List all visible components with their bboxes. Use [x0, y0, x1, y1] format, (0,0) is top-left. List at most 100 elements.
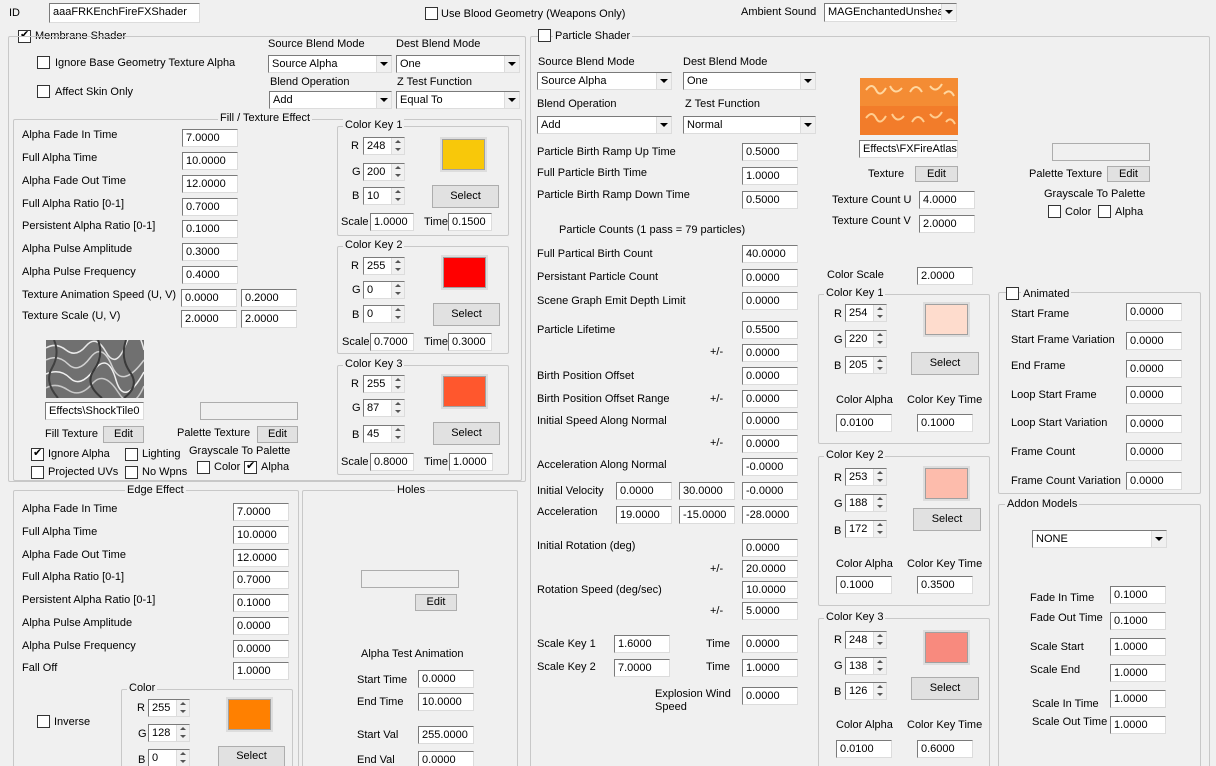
- fill-row-input[interactable]: 0.3000: [182, 243, 238, 261]
- velocity-y-input[interactable]: 30.0000: [679, 482, 735, 500]
- anim-row-input[interactable]: 0.0000: [1126, 332, 1182, 350]
- depth-input[interactable]: 0.0000: [742, 292, 798, 310]
- m-key2-b-stepper[interactable]: 0: [363, 305, 405, 323]
- p-key1-g-stepper[interactable]: 220: [845, 330, 887, 348]
- init-rotation-var-input[interactable]: 20.0000: [742, 560, 798, 578]
- p-ztest-select[interactable]: Normal: [683, 116, 816, 134]
- m-src-blend-select[interactable]: Source Alpha: [268, 55, 392, 73]
- edge-row-input[interactable]: 0.0000: [233, 640, 289, 658]
- p-key2-time-input[interactable]: 0.3500: [917, 576, 973, 594]
- m-key2-r-stepper[interactable]: 255: [363, 257, 405, 275]
- p-key3-g-stepper[interactable]: 138: [845, 657, 887, 675]
- m-key3-b-stepper[interactable]: 45: [363, 425, 405, 443]
- anim-row-input[interactable]: 0.0000: [1126, 472, 1182, 490]
- particle-shader-checkbox[interactable]: [538, 29, 551, 42]
- anim-row-input[interactable]: 0.0000: [1126, 386, 1182, 404]
- birth-range-input[interactable]: 0.0000: [742, 390, 798, 408]
- accel-normal-input[interactable]: -0.0000: [742, 458, 798, 476]
- m-key3-swatch[interactable]: [441, 374, 488, 409]
- m-ztest-select[interactable]: Equal To: [396, 91, 520, 109]
- m-key3-g-stepper[interactable]: 87: [363, 399, 405, 417]
- tex-anim-v-input[interactable]: 0.2000: [241, 289, 297, 307]
- persist-input[interactable]: 0.0000: [742, 269, 798, 287]
- m-key2-g-stepper[interactable]: 0: [363, 281, 405, 299]
- edge-select-button[interactable]: Select: [218, 746, 285, 766]
- edge-color-swatch[interactable]: [226, 697, 273, 732]
- m-key1-swatch[interactable]: [440, 137, 487, 172]
- edge-b-stepper[interactable]: 0: [148, 749, 190, 766]
- p-key2-select-button[interactable]: Select: [913, 508, 981, 531]
- fill-row-input[interactable]: 12.0000: [182, 175, 238, 193]
- m-key3-r-stepper[interactable]: 255: [363, 375, 405, 393]
- m-key2-select-button[interactable]: Select: [433, 303, 500, 326]
- lighting-checkbox[interactable]: [125, 448, 138, 461]
- ignore-base-alpha-checkbox[interactable]: [37, 56, 50, 69]
- affect-skin-checkbox[interactable]: [37, 85, 50, 98]
- projected-uvs-checkbox[interactable]: [31, 466, 44, 479]
- animated-checkbox[interactable]: [1006, 287, 1019, 300]
- edge-row-input[interactable]: 7.0000: [233, 503, 289, 521]
- color-scale-input[interactable]: 2.0000: [917, 267, 973, 285]
- particle-texture-path[interactable]: Effects\FXFireAtlas: [859, 140, 958, 158]
- m-key1-select-button[interactable]: Select: [432, 185, 499, 208]
- lifetime-input[interactable]: 0.5500: [742, 321, 798, 339]
- m-palette-edit-button[interactable]: Edit: [257, 426, 298, 443]
- m-key1-scale-input[interactable]: 1.0000: [370, 213, 414, 231]
- p-key3-time-input[interactable]: 0.6000: [917, 740, 973, 758]
- edge-g-stepper[interactable]: 128: [148, 724, 190, 742]
- p-key1-swatch[interactable]: [923, 302, 970, 337]
- p-dst-blend-select[interactable]: One: [683, 72, 816, 90]
- p-key3-b-stepper[interactable]: 126: [845, 682, 887, 700]
- edge-row-input[interactable]: 0.0000: [233, 617, 289, 635]
- p-key3-select-button[interactable]: Select: [911, 677, 979, 700]
- init-speed-var-input[interactable]: 0.0000: [742, 435, 798, 453]
- m-key3-scale-input[interactable]: 0.8000: [370, 453, 414, 471]
- anim-row-input[interactable]: 0.0000: [1126, 303, 1182, 321]
- m-key2-time-input[interactable]: 0.3000: [448, 333, 492, 351]
- full-count-input[interactable]: 40.0000: [742, 245, 798, 263]
- m-blend-op-select[interactable]: Add: [269, 91, 392, 109]
- id-input[interactable]: aaaFRKEnchFireFXShader: [49, 3, 200, 23]
- edge-row-input[interactable]: 12.0000: [233, 549, 289, 567]
- p-key2-r-stepper[interactable]: 253: [845, 468, 887, 486]
- p-palette-edit-button[interactable]: Edit: [1107, 166, 1150, 182]
- scale-key2-input[interactable]: 7.0000: [614, 659, 670, 677]
- init-speed-input[interactable]: 0.0000: [742, 412, 798, 430]
- ambient-sound-select[interactable]: MAGEnchantedUnsheat: [824, 3, 957, 22]
- fill-row-input[interactable]: 10.0000: [182, 152, 238, 170]
- accel-z-input[interactable]: -28.0000: [742, 506, 798, 524]
- p-gray-alpha-checkbox[interactable]: [1098, 205, 1111, 218]
- inverse-checkbox[interactable]: [37, 715, 50, 728]
- accel-y-input[interactable]: -15.0000: [679, 506, 735, 524]
- m-gray-color-checkbox[interactable]: [197, 461, 210, 474]
- m-key1-g-stepper[interactable]: 200: [363, 163, 405, 181]
- p-key2-swatch[interactable]: [923, 466, 970, 501]
- fill-row-input[interactable]: 0.7000: [182, 198, 238, 216]
- tex-count-u-input[interactable]: 4.0000: [919, 191, 975, 209]
- ramp-down-input[interactable]: 0.5000: [742, 191, 798, 209]
- m-key1-b-stepper[interactable]: 10: [363, 187, 405, 205]
- anim-row-input[interactable]: 0.0000: [1126, 443, 1182, 461]
- edge-row-input[interactable]: 0.7000: [233, 571, 289, 589]
- addon-model-select[interactable]: NONE: [1032, 530, 1167, 548]
- fill-texture-path[interactable]: Effects\ShockTile0: [45, 402, 144, 420]
- no-wpns-checkbox[interactable]: [125, 466, 138, 479]
- fill-row-input[interactable]: 7.0000: [182, 129, 238, 147]
- rotation-speed-input[interactable]: 10.0000: [742, 581, 798, 599]
- scale-start-input[interactable]: 1.0000: [1110, 638, 1166, 656]
- fill-row-input[interactable]: 0.4000: [182, 266, 238, 284]
- tex-scale-v-input[interactable]: 2.0000: [241, 310, 297, 328]
- m-key1-r-stepper[interactable]: 248: [363, 137, 405, 155]
- m-gray-alpha-checkbox[interactable]: [244, 459, 257, 474]
- scale-key1-input[interactable]: 1.6000: [614, 635, 670, 653]
- blood-geometry-checkbox[interactable]: [425, 7, 438, 20]
- scale-time2-input[interactable]: 1.0000: [742, 659, 798, 677]
- p-gray-color-checkbox[interactable]: [1048, 205, 1061, 218]
- p-key1-b-stepper[interactable]: 205: [845, 356, 887, 374]
- full-birth-input[interactable]: 1.0000: [742, 167, 798, 185]
- p-key1-time-input[interactable]: 0.1000: [917, 414, 973, 432]
- p-key1-alpha-input[interactable]: 0.0100: [836, 414, 892, 432]
- holes-start-val-input[interactable]: 255.0000: [418, 726, 474, 744]
- lifetime-var-input[interactable]: 0.0000: [742, 344, 798, 362]
- holes-end-time-input[interactable]: 10.0000: [418, 693, 474, 711]
